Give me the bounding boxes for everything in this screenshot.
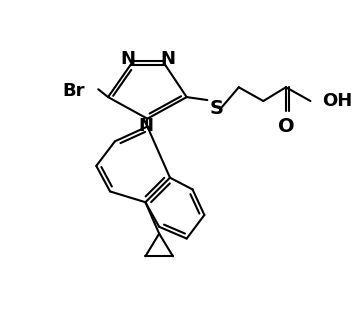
- Text: O: O: [277, 117, 294, 136]
- Text: S: S: [209, 100, 223, 118]
- Text: OH: OH: [322, 92, 353, 110]
- Text: Br: Br: [62, 82, 85, 100]
- Text: N: N: [160, 50, 175, 68]
- Text: N: N: [138, 117, 153, 135]
- Text: N: N: [120, 50, 135, 68]
